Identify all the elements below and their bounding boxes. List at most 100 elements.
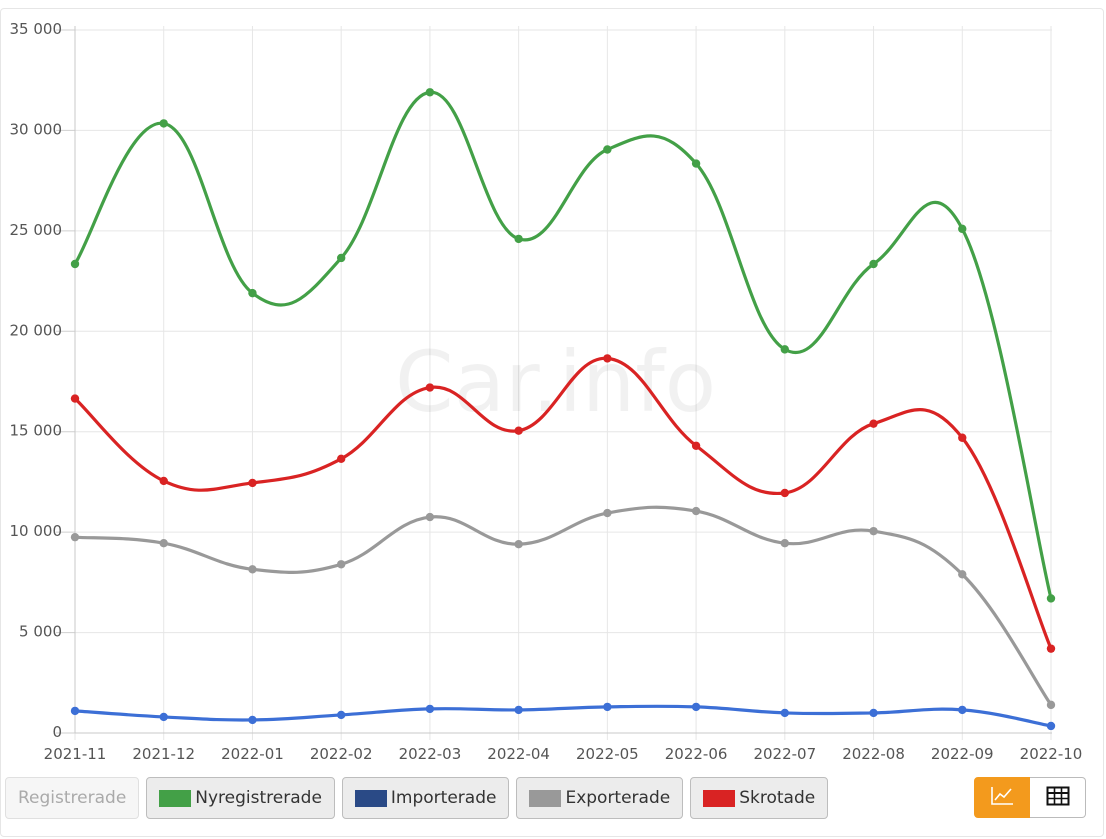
x-tick-label: 2021-11 [44, 745, 107, 763]
y-tick-label: 5 000 [19, 623, 62, 641]
data-point[interactable] [1046, 700, 1056, 710]
data-point[interactable] [958, 705, 967, 715]
legend-swatch [159, 789, 192, 807]
line-chart-icon [989, 785, 1015, 811]
data-point[interactable] [691, 441, 701, 450]
legend-label: Registrerade [18, 788, 127, 808]
data-point[interactable] [869, 419, 878, 428]
data-point[interactable] [691, 159, 701, 168]
data-point[interactable] [248, 715, 257, 725]
data-point[interactable] [70, 259, 80, 269]
data-point[interactable] [425, 383, 435, 392]
data-point[interactable] [425, 704, 435, 714]
series-line-nyregistrerade [73, 90, 1053, 599]
legend-label: Exporterade [565, 788, 671, 808]
legend-swatch [703, 789, 736, 807]
data-point[interactable] [691, 702, 701, 712]
y-tick-label: 10 000 [10, 522, 63, 540]
legend-button-registrerade[interactable]: Registrerade [5, 777, 140, 819]
data-point[interactable] [780, 538, 790, 548]
data-point[interactable] [248, 288, 257, 298]
data-point[interactable] [336, 454, 346, 464]
data-point[interactable] [780, 488, 790, 498]
data-point[interactable] [1046, 721, 1056, 731]
x-tick-label: 2021-12 [132, 745, 195, 763]
series-skrotade [70, 354, 1056, 653]
data-point[interactable] [336, 560, 346, 569]
data-point[interactable] [958, 433, 967, 442]
x-tick-label: 2022-04 [487, 745, 550, 763]
data-point[interactable] [70, 532, 80, 542]
table-view-button[interactable] [1030, 777, 1086, 818]
data-point[interactable] [869, 708, 878, 718]
y-tick-label: 15 000 [10, 422, 63, 440]
x-tick-label: 2022-03 [399, 745, 462, 763]
series-exporterade [70, 505, 1056, 710]
x-tick-label: 2022-07 [753, 745, 816, 763]
data-point[interactable] [336, 710, 346, 720]
legend-swatch [354, 789, 387, 807]
data-point[interactable] [514, 705, 523, 715]
data-point[interactable] [159, 476, 168, 486]
data-point[interactable] [70, 394, 80, 403]
legend-label: Nyregistrerade [195, 788, 322, 808]
data-point[interactable] [425, 88, 435, 97]
watermark: Car.info [395, 333, 716, 431]
data-point[interactable] [869, 259, 878, 269]
series-nyregistrerade [70, 88, 1056, 603]
data-point[interactable] [159, 538, 168, 548]
data-point[interactable] [336, 253, 346, 263]
data-point[interactable] [1046, 644, 1056, 653]
series-line-importerade [74, 704, 1052, 728]
line-chart: Car.info 0 5 000 10 000 15 000 20 000 25 000 3… [10, 20, 1083, 763]
y-tick-label: 20 000 [10, 321, 63, 339]
x-tick-label: 2022-10 [1020, 745, 1083, 763]
x-tick-label: 2022-05 [576, 745, 639, 763]
y-tick-label: 35 000 [10, 20, 63, 38]
data-point[interactable] [159, 119, 168, 128]
data-point[interactable] [248, 565, 257, 574]
y-tick-label: 30 000 [10, 120, 63, 138]
axes: 0 5 000 10 000 15 000 20 000 25 000 30 000 35 0… [10, 20, 1083, 763]
legend-button-skrotade[interactable]: Skrotade [690, 777, 829, 819]
data-point[interactable] [780, 708, 790, 718]
data-point[interactable] [603, 145, 612, 154]
x-tick-label: 2022-02 [310, 745, 373, 763]
x-tick-label: 2022-01 [221, 745, 284, 763]
x-tick-label: 2022-09 [931, 745, 994, 763]
y-tick-label: 25 000 [10, 221, 63, 239]
table-icon [1046, 786, 1070, 810]
legend-label: Importerade [390, 788, 497, 808]
legend-button-exporterade[interactable]: Exporterade [516, 777, 684, 819]
data-point[interactable] [70, 706, 80, 716]
data-point[interactable] [603, 702, 612, 712]
data-point[interactable] [159, 712, 168, 722]
x-tick-label: 2022-06 [665, 745, 728, 763]
data-point[interactable] [1046, 594, 1056, 603]
series [70, 88, 1056, 731]
y-tick-label: 0 [52, 723, 62, 741]
data-point[interactable] [958, 570, 967, 579]
legend-label: Skrotade [739, 788, 816, 808]
data-point[interactable] [425, 512, 435, 522]
legend-button-importerade[interactable]: Importerade [341, 777, 510, 819]
data-point[interactable] [514, 426, 523, 435]
legend-button-nyregistrerade[interactable]: Nyregistrerade [146, 777, 335, 819]
data-point[interactable] [691, 506, 701, 516]
data-point[interactable] [958, 224, 967, 234]
series-line-exporterade [74, 505, 1053, 706]
data-point[interactable] [248, 478, 257, 488]
data-point[interactable] [514, 234, 523, 244]
data-point[interactable] [869, 526, 878, 536]
series-importerade [70, 702, 1056, 731]
chart-card [0, 8, 1104, 837]
x-tick-label: 2022-08 [842, 745, 905, 763]
view-toggle [974, 777, 1086, 818]
data-point[interactable] [780, 345, 790, 354]
data-point[interactable] [514, 539, 523, 549]
data-point[interactable] [603, 508, 612, 518]
legend: Registrerade Nyregistrerade Importerade … [5, 777, 829, 819]
line-chart-view-button[interactable] [974, 777, 1030, 818]
legend-swatch [529, 789, 562, 807]
data-point[interactable] [603, 354, 612, 363]
